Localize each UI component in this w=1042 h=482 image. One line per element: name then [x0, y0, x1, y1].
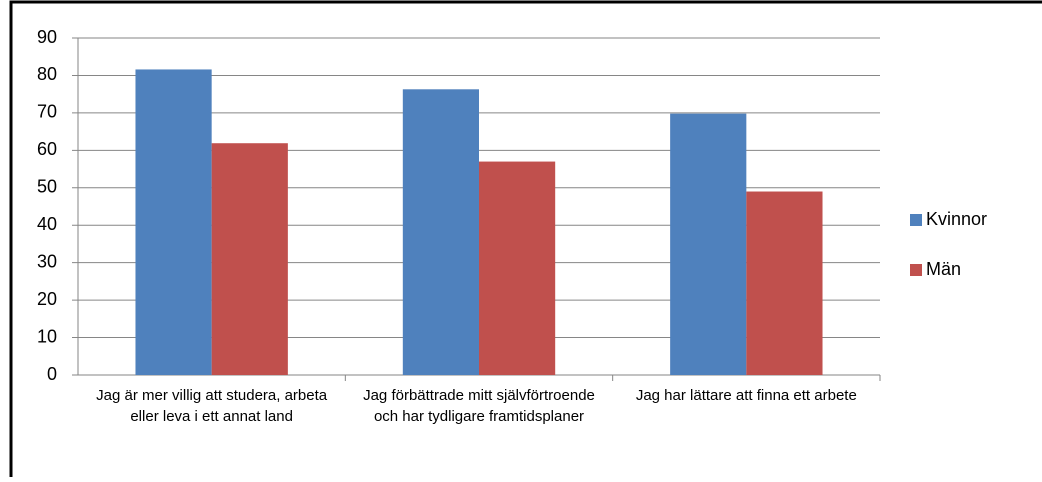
bar	[479, 161, 556, 375]
y-tick-label: 50	[37, 177, 57, 197]
chart-border	[9, 0, 1042, 482]
legend-swatch	[910, 214, 922, 226]
y-tick-label: 60	[37, 139, 57, 159]
bar	[670, 113, 747, 375]
legend-swatch	[910, 264, 922, 276]
y-tick-label: 10	[37, 326, 57, 346]
y-tick-label: 20	[37, 289, 57, 309]
bar	[211, 143, 288, 375]
y-tick-label: 30	[37, 251, 57, 271]
x-tick-label: Jag förbättrade mitt självförtroende och…	[363, 387, 595, 425]
legend-label: Kvinnor	[926, 209, 987, 229]
y-tick-label: 0	[47, 364, 57, 384]
x-tick-label-box: Jag är mer villig att studera, arbeta el…	[96, 387, 328, 425]
legend-label: Män	[926, 259, 961, 279]
y-tick-label: 90	[37, 27, 57, 47]
x-tick-label: Jag är mer villig att studera, arbeta el…	[96, 387, 328, 425]
y-tick-label: 70	[37, 102, 57, 122]
bar	[135, 69, 212, 375]
x-tick-label: Jag har lättare att finna ett arbete	[635, 387, 857, 404]
x-tick-label-box: Jag har lättare att finna ett arbete	[635, 387, 857, 404]
y-tick-label: 80	[37, 64, 57, 84]
x-tick-label-box: Jag förbättrade mitt självförtroende och…	[363, 387, 595, 425]
bar	[402, 89, 479, 375]
y-tick-label: 40	[37, 214, 57, 234]
bar	[746, 191, 823, 375]
